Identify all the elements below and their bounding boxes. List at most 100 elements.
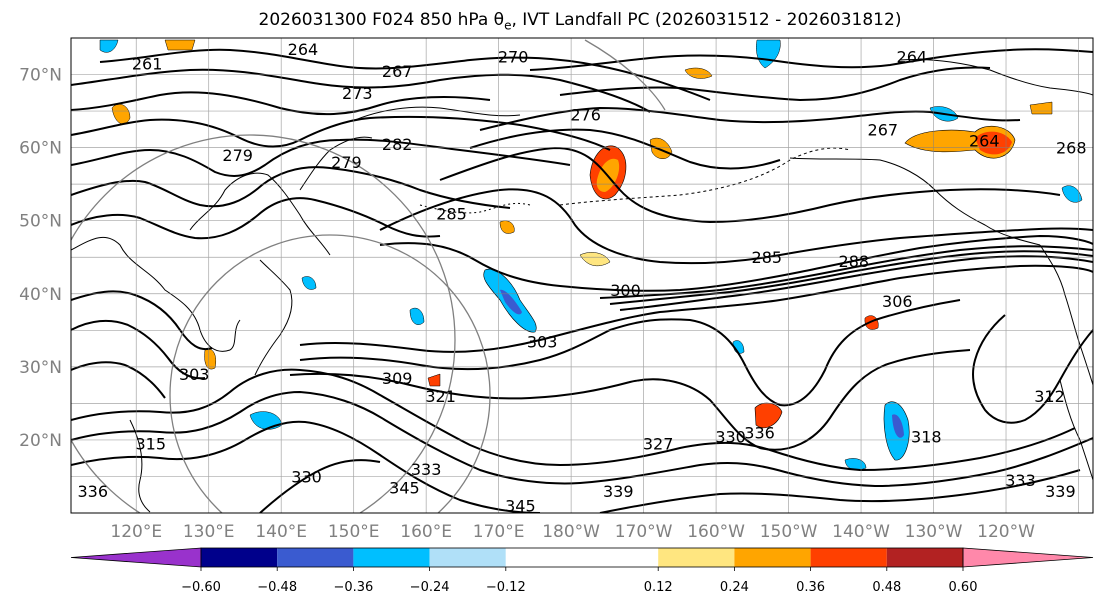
colorbar-tick-label: 0.60: [949, 580, 978, 595]
contour-label: 345: [505, 497, 536, 516]
theta-contour: [71, 361, 166, 399]
theta-contour: [99, 48, 711, 101]
theta-contour: [439, 146, 1061, 224]
positive-patch: [684, 67, 713, 79]
plot-frame: [70, 37, 1094, 514]
negative-patch: [892, 414, 904, 438]
lon-label: 150°W: [760, 522, 818, 542]
contour-label: 309: [382, 369, 413, 388]
colorbar-segment: [429, 548, 506, 567]
positive-patch: [975, 131, 1012, 155]
contour-label: 327: [643, 435, 674, 454]
lat-label: 20°N: [19, 431, 62, 451]
contour-label: 312: [1034, 387, 1065, 406]
lat-label: 30°N: [19, 358, 62, 378]
positive-patch: [649, 137, 673, 159]
contour-label: 276: [570, 106, 601, 125]
colorbar-tick-label: 0.48: [872, 580, 901, 595]
asia-south-coast: [129, 419, 151, 513]
colorbar-tick-label: 0.24: [720, 580, 749, 595]
colorbar-segment: [277, 548, 354, 567]
contour-label: 285: [752, 248, 783, 267]
lon-label: 120°W: [977, 522, 1035, 542]
latitude-labels: 70°N 60°N 50°N 40°N 30°N 20°N: [19, 66, 62, 451]
asia-coast: [189, 172, 331, 256]
lat-label: 50°N: [19, 212, 62, 232]
range-circle-arc: [584, 39, 666, 111]
contour-label: 279: [331, 153, 362, 172]
positive-patch: [427, 373, 441, 387]
contour-label: 270: [498, 47, 529, 66]
lon-label: 130°E: [183, 522, 235, 542]
contour-label: 288: [839, 252, 870, 271]
theta-contour: [619, 255, 1093, 311]
aleutian-chain: [419, 202, 531, 214]
contour-label: 264: [897, 47, 928, 66]
negative-patch: [409, 307, 425, 325]
theta-contour: [71, 68, 651, 113]
colorbar-segment: [810, 548, 887, 567]
contour-label: 318: [911, 427, 942, 446]
contour-label: 339: [1045, 482, 1076, 501]
negative-patch: [301, 276, 317, 290]
contour-label: 330: [291, 467, 322, 486]
theta-contour: [71, 197, 441, 240]
theta-contour: [71, 91, 491, 116]
theta-contour: [71, 290, 213, 350]
theta-contour: [479, 106, 1021, 131]
title-prefix: 2026031300 F024 850 hPa θ: [258, 10, 505, 30]
positive-patch: [204, 348, 216, 370]
colorbar-segment: [658, 548, 735, 567]
theta-contour: [71, 420, 541, 513]
theta-contour: [599, 245, 1093, 299]
lon-label: 170°E: [473, 522, 525, 542]
lon-label: 170°W: [615, 522, 673, 542]
contour-label: 306: [882, 292, 913, 311]
colorbar-segment: [734, 548, 811, 567]
contour-label: 264: [969, 131, 1000, 150]
contour-label: 303: [527, 332, 558, 351]
plot-area: 261 264 267 270 273 264 276 267 264 268 279 279 282 2…: [71, 38, 1093, 516]
lat-label: 70°N: [19, 66, 62, 86]
colorbar-segment: [505, 548, 659, 567]
lat-label: 40°N: [19, 285, 62, 305]
colorbar: −0.60 −0.48 −0.36 −0.24 −0.12 0.12 0.24 0.36 0.4…: [70, 547, 1094, 595]
theta-contour: [71, 115, 611, 151]
colorbar-tick-label: −0.12: [486, 580, 526, 595]
contour-label: 345: [389, 478, 420, 497]
lon-label: 160°E: [400, 522, 452, 542]
contour-label: 282: [382, 135, 413, 154]
contour-label: 321: [425, 387, 456, 406]
colorbar-tick-label: 0.12: [644, 580, 673, 595]
colorbar-tick-label: −0.36: [333, 580, 373, 595]
lat-label: 60°N: [19, 139, 62, 159]
lon-label: 140°W: [832, 522, 890, 542]
negative-patch: [99, 39, 119, 53]
contour-label: 339: [603, 482, 634, 501]
coastlines: [71, 59, 1093, 513]
japan-coast: [254, 259, 293, 376]
colorbar-segment: [886, 548, 963, 567]
theta-contour: [71, 166, 511, 209]
colorbar-tick-label: −0.48: [257, 580, 297, 595]
contour-label: 279: [222, 146, 253, 165]
title-suffix: , IVT Landfall PC (2026031512 - 20260318…: [511, 10, 902, 30]
lon-label: 120°E: [110, 522, 162, 542]
theta-contour: [529, 48, 1093, 71]
contour-label: 336: [77, 482, 108, 501]
negative-patch: [249, 411, 283, 430]
title-subscript: e: [504, 18, 512, 33]
asia-coast: [71, 236, 241, 352]
theta-e-contours: [71, 48, 1093, 513]
colorbar-segment: [353, 548, 430, 567]
contour-label: 264: [288, 40, 319, 59]
map-title: 2026031300 F024 850 hPa θe, IVT Landfall…: [0, 10, 1105, 32]
range-circle: [169, 234, 491, 513]
theta-contour: [972, 314, 1093, 424]
lon-label: 140°E: [255, 522, 307, 542]
negative-patch: [1061, 185, 1083, 203]
theta-contour: [71, 319, 206, 380]
contour-label: 300: [610, 281, 641, 300]
theta-contour: [71, 390, 1093, 488]
